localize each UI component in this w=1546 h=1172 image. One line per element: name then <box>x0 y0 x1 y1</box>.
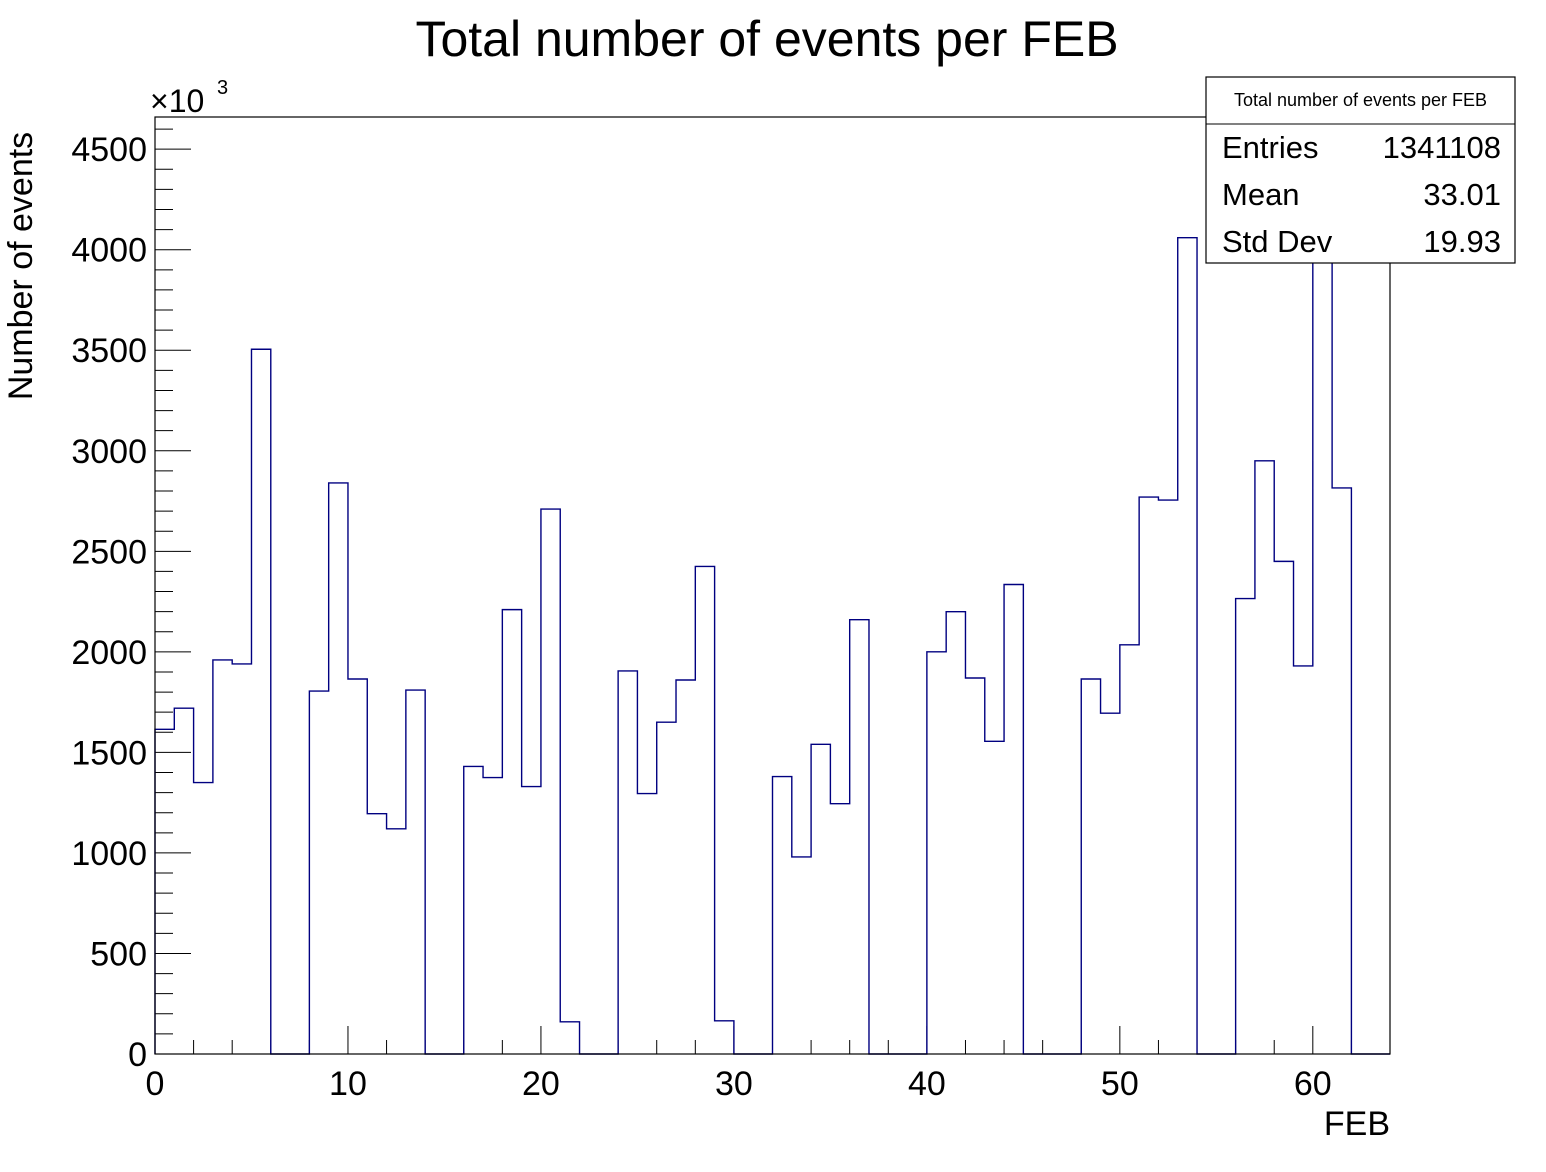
x-axis-label: FEB <box>1324 1105 1390 1143</box>
axes: 0 500 1000 1500 2000 2500 3000 3500 4000 4500 0 10 2… <box>71 128 1352 1103</box>
stats-box-frame <box>1205 76 1516 264</box>
y-tick-label: 2000 <box>71 634 147 672</box>
y-tick-label: 0 <box>128 1036 147 1074</box>
stats-row-value: 19.93 <box>1423 224 1501 259</box>
y-tick-label: 500 <box>90 935 147 973</box>
y-axis-label: Number of events <box>2 132 40 400</box>
y-tick-label: 4000 <box>71 232 147 270</box>
y-multiplier-base: ×10 <box>150 83 204 119</box>
x-tick-label: 20 <box>522 1065 560 1103</box>
y-multiplier-exponent: 3 <box>217 77 228 99</box>
stats-row-label: Mean <box>1222 177 1300 212</box>
y-tick-label: 3000 <box>71 433 147 471</box>
y-multiplier: ×10 3 <box>150 77 228 119</box>
y-tick-label: 3500 <box>71 332 147 370</box>
x-tick-label: 50 <box>1101 1065 1139 1103</box>
stats-row-label: Entries <box>1222 130 1318 165</box>
stats-box: Total number of events per FEB Entries 134… <box>1205 76 1516 264</box>
y-tick-label: 1500 <box>71 734 147 772</box>
stats-row-value: 33.01 <box>1423 177 1501 212</box>
plot-frame <box>154 116 1391 1055</box>
x-tick-label: 0 <box>146 1065 165 1103</box>
x-tick-label: 60 <box>1294 1065 1332 1103</box>
stats-row-label: Std Dev <box>1222 224 1333 259</box>
y-tick-label: 2500 <box>71 533 147 571</box>
x-tick-label: 40 <box>908 1065 946 1103</box>
x-tick-label: 30 <box>715 1065 753 1103</box>
stats-box-title: Total number of events per FEB <box>1234 90 1487 110</box>
y-tick-label: 4500 <box>71 131 147 169</box>
chart-title: Total number of events per FEB <box>415 11 1118 67</box>
stats-row-value: 1341108 <box>1383 130 1501 165</box>
x-tick-label: 10 <box>329 1065 367 1103</box>
y-tick-label: 1000 <box>71 835 147 873</box>
